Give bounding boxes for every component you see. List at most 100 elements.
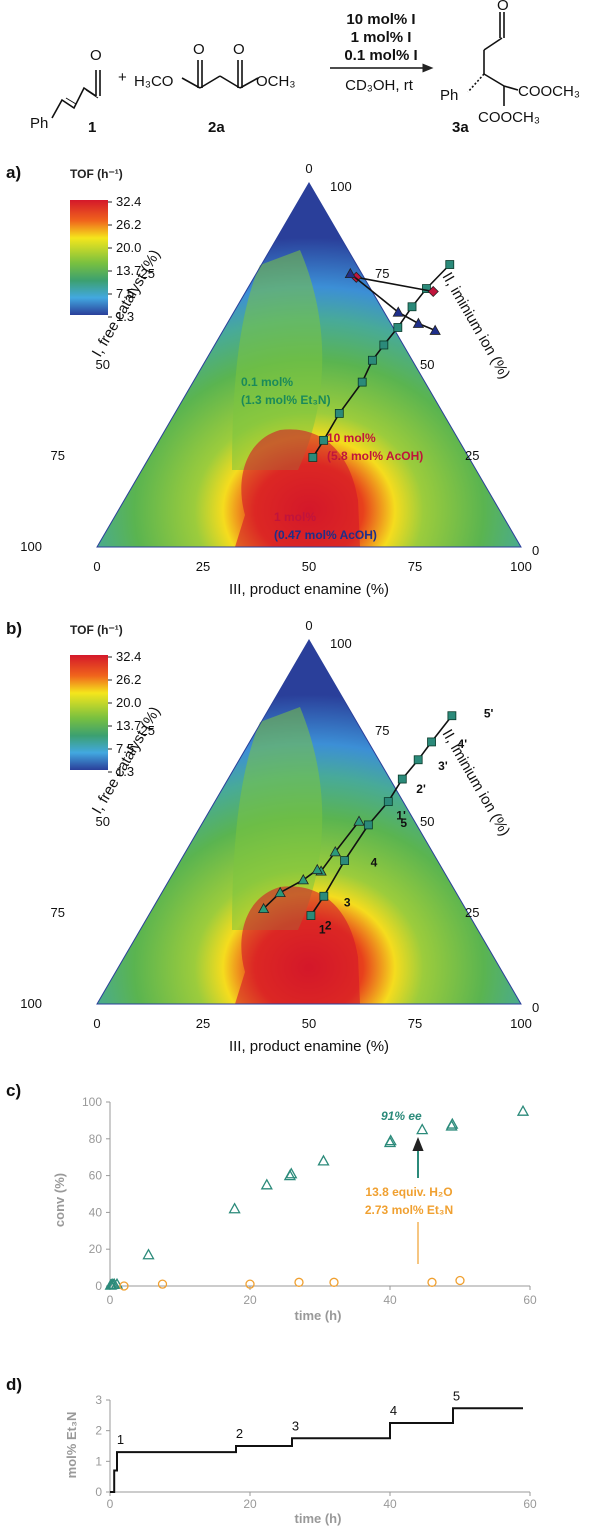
panel-a-annotation-blue-1: 1 mol% xyxy=(274,510,316,524)
reactant-1-phenyl: Ph xyxy=(30,115,48,132)
y-tick-label: 0 xyxy=(95,1279,102,1293)
panel-d: d) 0 20 40 60 0 1 2 3 1 2 3 4 5 time (h) mol% Et₃N xyxy=(6,1375,537,1526)
colorbar-tick-label: 1.3 xyxy=(116,764,134,779)
bottom-tick-label: 25 xyxy=(196,1016,210,1031)
ternary-point xyxy=(357,377,367,387)
panel-a-annotation-red-2: (5.8 mol% AcOH) xyxy=(327,449,423,463)
ternary-point xyxy=(367,355,377,365)
left-tick-label: 25 xyxy=(141,723,155,738)
ternary-point xyxy=(427,737,436,747)
ternary-point xyxy=(392,306,404,317)
bottom-tick-label: 0 xyxy=(93,1016,100,1031)
bottom-tick-label: 100 xyxy=(510,1016,532,1031)
colorbar-tick-label: 32.4 xyxy=(116,649,141,664)
colorbar-tick-label: 26.2 xyxy=(116,217,141,232)
right-tick-label: 0 xyxy=(532,543,539,558)
ternary-point xyxy=(429,324,441,335)
y-tick-label: 20 xyxy=(89,1242,103,1256)
x-tick-label: 0 xyxy=(107,1293,114,1307)
ternary-point xyxy=(397,774,407,784)
conversion-point xyxy=(416,1123,429,1135)
ternary-point xyxy=(319,435,329,445)
y-tick-label: 0 xyxy=(95,1485,102,1499)
colorbar-tick-label: 13.7 xyxy=(116,718,141,733)
point-label: 4' xyxy=(458,737,468,751)
y-tick-label: 60 xyxy=(89,1169,103,1183)
y-tick-label: 40 xyxy=(89,1205,103,1219)
panel-c-label: c) xyxy=(6,1081,21,1100)
ternary-point xyxy=(297,874,309,885)
point-label: 2' xyxy=(416,782,426,796)
x-tick-label: 40 xyxy=(383,1497,397,1511)
reactant-2-structure xyxy=(181,60,259,89)
conversion-point xyxy=(317,1154,330,1166)
panel-a-label: a) xyxy=(6,163,21,182)
reactant-2-methoxy-right: OCH₃ xyxy=(256,73,295,90)
solvent-condition: CD₃OH, rt xyxy=(345,77,414,94)
panel-a-series xyxy=(308,260,455,462)
panel-b-right-label: II, iminium ion (%) xyxy=(439,727,514,839)
right-tick-label: 50 xyxy=(420,357,434,372)
panel-b-colorbar xyxy=(70,655,108,770)
step-label: 5 xyxy=(453,1388,460,1403)
condition-1-mol: 1 mol% I xyxy=(351,29,412,46)
panel-a-colorbar-title: TOF (h⁻¹) xyxy=(70,167,123,181)
ternary-point xyxy=(340,856,350,865)
conversion-point xyxy=(110,1277,124,1289)
x-tick-label: 60 xyxy=(523,1293,537,1307)
control-point xyxy=(427,1277,437,1287)
right-tick-label: 100 xyxy=(330,179,352,194)
panel-b: b) TOF (h⁻¹) 32.426.220.013.77.51.3 0 25 5… xyxy=(6,618,539,1055)
top-tick-label: 0 xyxy=(305,161,312,176)
ternary-path xyxy=(312,263,451,458)
colorbar-tick-label: 7.5 xyxy=(116,286,134,301)
conversion-point xyxy=(446,1117,459,1129)
ternary-point xyxy=(311,863,323,875)
x-tick-label: 60 xyxy=(523,1497,537,1511)
ternary-point xyxy=(413,755,423,765)
ternary-point xyxy=(274,886,286,898)
ternary-point xyxy=(445,260,455,269)
control-point xyxy=(245,1279,255,1289)
point-label: 1 xyxy=(319,923,326,937)
product-label: 3a xyxy=(452,119,469,136)
y-tick-label: 100 xyxy=(82,1095,102,1109)
left-tick-label: 25 xyxy=(141,266,155,281)
right-tick-label: 75 xyxy=(375,723,389,738)
right-tick-label: 50 xyxy=(420,814,434,829)
condition-10-mol: 10 mol% I xyxy=(346,11,415,28)
panel-a-heat-core xyxy=(235,429,360,547)
control-point xyxy=(157,1279,168,1289)
et3n-step-line xyxy=(110,1407,523,1493)
bottom-tick-label: 75 xyxy=(408,559,422,574)
colorbar-tick-label: 13.7 xyxy=(116,263,141,278)
control-point xyxy=(119,1281,129,1291)
panel-a-annotation-green-1: 0.1 mol% xyxy=(241,375,293,389)
right-tick-label: 25 xyxy=(465,905,479,920)
conversion-point xyxy=(228,1202,241,1214)
left-tick-label: 75 xyxy=(51,905,65,920)
ternary-point xyxy=(383,797,393,807)
panel-c-annotation-water: 13.8 equiv. H₂O xyxy=(365,1185,452,1199)
control-point xyxy=(329,1277,339,1287)
step-label: 1 xyxy=(117,1432,124,1447)
conversion-point xyxy=(260,1178,273,1190)
right-tick-label: 25 xyxy=(465,448,479,463)
ternary-point xyxy=(412,317,425,328)
conversion-point xyxy=(285,1167,298,1179)
y-tick-label: 2 xyxy=(95,1424,102,1438)
point-label: 5' xyxy=(484,707,494,721)
reactant-1-oxygen: O xyxy=(90,47,102,64)
control-point xyxy=(455,1275,465,1286)
panel-a-colorbar xyxy=(70,200,108,315)
reactant-1-structure xyxy=(51,70,101,119)
panel-b-label: b) xyxy=(6,619,22,638)
ternary-point xyxy=(422,284,431,293)
product-phenyl: Ph xyxy=(440,87,458,104)
y-tick-label: 3 xyxy=(95,1393,102,1407)
reactant-2-label: 2a xyxy=(208,119,225,136)
point-label: 1' xyxy=(396,809,406,823)
ternary-point xyxy=(407,302,417,312)
conversion-point xyxy=(384,1134,397,1146)
colorbar-tick-label: 26.2 xyxy=(116,672,141,687)
